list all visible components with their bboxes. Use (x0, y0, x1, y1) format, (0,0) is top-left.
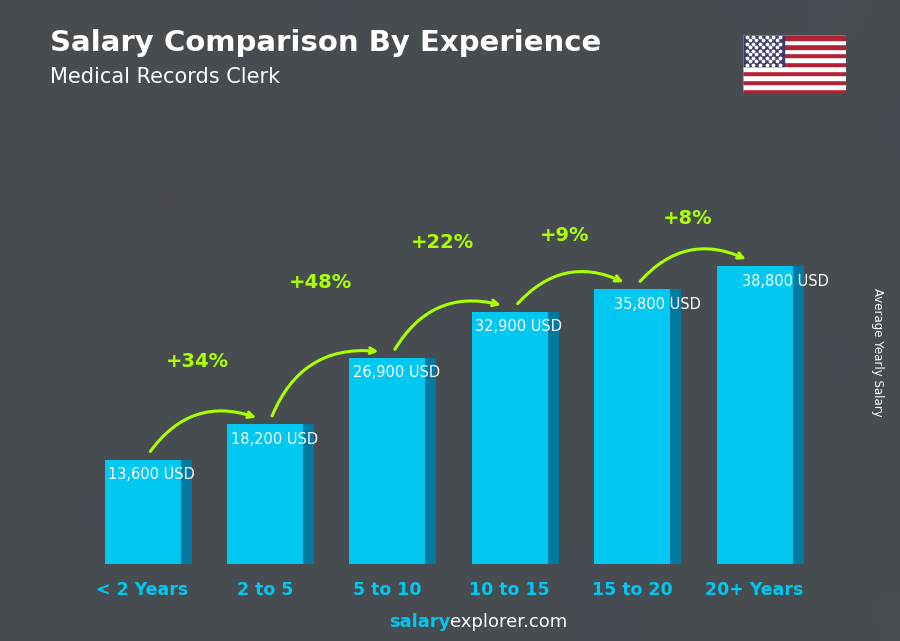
Bar (742, 88, 846, 93)
Text: +48%: +48% (288, 273, 352, 292)
Polygon shape (181, 460, 192, 564)
Bar (227, 424, 303, 564)
Bar (742, 62, 846, 66)
Bar (594, 289, 670, 564)
Text: explorer.com: explorer.com (450, 613, 567, 631)
Bar (742, 58, 846, 62)
Text: +9%: +9% (540, 226, 590, 245)
Bar (742, 75, 846, 79)
Polygon shape (548, 312, 559, 564)
Polygon shape (793, 266, 804, 564)
Text: salary: salary (389, 613, 450, 631)
Text: +8%: +8% (662, 208, 712, 228)
Text: Salary Comparison By Experience: Salary Comparison By Experience (50, 29, 601, 57)
Bar (742, 53, 846, 58)
Bar (742, 35, 784, 66)
Text: 35,800 USD: 35,800 USD (614, 297, 701, 312)
Text: Average Yearly Salary: Average Yearly Salary (871, 288, 884, 417)
Bar (742, 71, 846, 75)
Bar (742, 66, 846, 71)
Text: +34%: +34% (166, 352, 230, 370)
Text: 26,900 USD: 26,900 USD (353, 365, 440, 380)
Text: 38,800 USD: 38,800 USD (742, 274, 829, 288)
Text: +22%: +22% (410, 233, 474, 252)
Bar (472, 312, 548, 564)
Bar (742, 84, 846, 88)
Text: 13,600 USD: 13,600 USD (108, 467, 195, 482)
Bar (742, 79, 846, 84)
Bar (349, 358, 426, 564)
Bar (742, 40, 846, 44)
Polygon shape (303, 424, 314, 564)
Text: Medical Records Clerk: Medical Records Clerk (50, 67, 280, 87)
Bar (742, 35, 846, 40)
Bar (742, 49, 846, 53)
Polygon shape (670, 289, 681, 564)
Bar (104, 460, 181, 564)
Polygon shape (426, 358, 436, 564)
Text: 32,900 USD: 32,900 USD (475, 319, 562, 334)
Bar (742, 44, 846, 49)
Text: 18,200 USD: 18,200 USD (230, 432, 318, 447)
Bar (716, 266, 793, 564)
